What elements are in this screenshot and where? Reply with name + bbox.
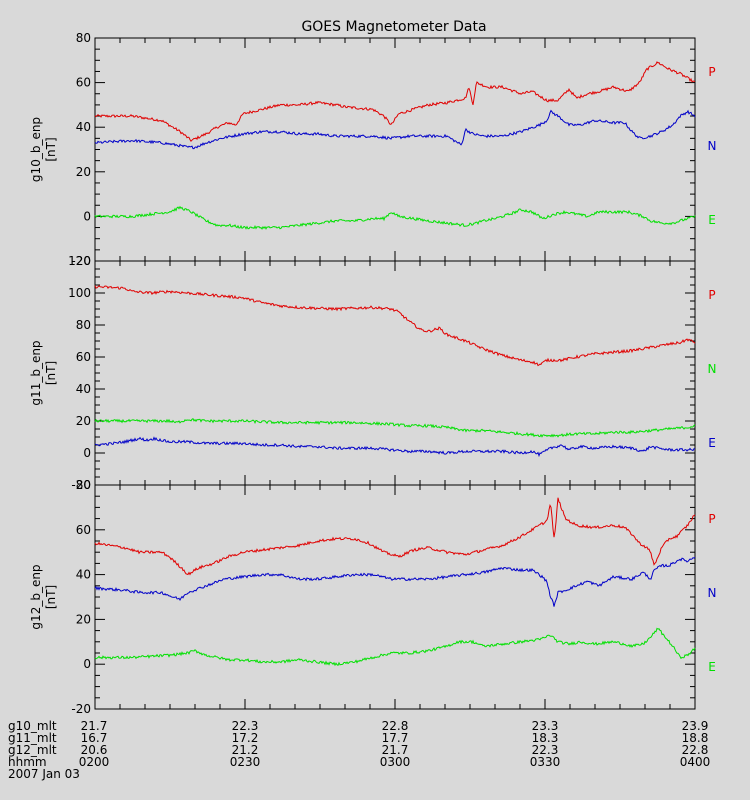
series-line-g12-P [94,497,696,576]
y-tick-label: 0 [83,657,91,671]
y-tick-label: 80 [76,478,91,492]
x-tick-label: 22.8 [382,719,409,733]
y-tick-label: 40 [76,568,91,582]
panel-g10: -20 0 20 40 60 80 g10_b_enp [nT] P N E [29,31,716,268]
x-tick-label: 16.7 [81,731,108,745]
date-label: 2007 Jan 03 [8,767,80,781]
y-tick-label: 100 [68,286,91,300]
x-tick-label: 0400 [680,755,711,769]
y-tick-label: 60 [76,76,91,90]
x-tick-label: 17.7 [382,731,409,745]
panel-g11: -20 0 20 40 60 80 100 120 g11_b_enp [nT] P N E [29,254,716,492]
y-units-label: [nT] [44,361,58,385]
x-row-label: hhmm [8,755,47,769]
x-tick-label: 18.3 [532,731,559,745]
x-row-label: g12_mlt [8,743,57,757]
x-tick-label: 20.6 [81,743,108,757]
y-tick-label: 0 [83,446,91,460]
legend-label-g12-1: N [708,586,717,600]
x-tick-label: 21.2 [232,743,259,757]
panel-g12: -20 0 20 40 60 80 g12_b_enp [nT] P N E [29,478,716,716]
y-tick-label: 20 [76,414,91,428]
legend-label-g11-0: P [708,288,715,302]
x-tick-label: 23.3 [532,719,559,733]
y-axis-label: g12_b_enp [29,564,43,629]
x-tick-label: 18.8 [682,731,709,745]
legend-label-g12-0: P [708,512,715,526]
y-tick-label: 60 [76,350,91,364]
y-tick-label: 80 [76,318,91,332]
y-axis-label: g11_b_enp [29,340,43,405]
legend-label-g10-2: E [708,213,716,227]
legend-label-g11-2: E [708,436,716,450]
panel-frame [94,484,696,710]
x-tick-label: 0300 [380,755,411,769]
series-line-g12-E [94,627,696,667]
y-tick-label: 20 [76,612,91,626]
legend-label-g12-2: E [708,660,716,674]
series-line-g12-N [94,556,696,607]
x-tick-label: 21.7 [382,743,409,757]
y-tick-label: 0 [83,209,91,223]
x-tick-label: 22.8 [682,743,709,757]
y-tick-label: -20 [71,254,91,268]
y-tick-label: 60 [76,523,91,537]
series-line-g11-N [94,417,696,438]
y-units-label: [nT] [44,585,58,609]
x-tick-label: 22.3 [232,719,259,733]
y-tick-label: 120 [68,254,91,268]
y-tick-label: -20 [71,702,91,716]
y-tick-label: -20 [71,478,91,492]
y-tick-label: 80 [76,31,91,45]
series-line-g10-P [94,61,696,143]
y-axis-label: g10_b_enp [29,117,43,182]
x-row-label: g10_mlt [8,719,57,733]
y-tick-label: 40 [76,120,91,134]
series-line-g11-E [94,436,696,458]
x-tick-label: 0200 [79,755,110,769]
legend-label-g10-0: P [708,65,715,79]
legend-label-g10-1: N [708,139,717,153]
x-tick-label: 22.3 [532,743,559,757]
x-tick-label: 17.2 [232,731,259,745]
y-tick-label: 40 [76,382,91,396]
x-tick-label: 21.7 [81,719,108,733]
panel-frame [94,260,696,486]
x-tick-label: 0230 [230,755,261,769]
y-units-label: [nT] [44,137,58,161]
y-tick-label: 20 [76,165,91,179]
x-tick-label: 0330 [530,755,561,769]
series-line-g10-E [94,205,696,230]
x-axis-labels: g10_mlt 21.7 22.3 22.8 23.3 23.9 g11_mlt 16.7 17… [8,719,710,769]
x-tick-label: 23.9 [682,719,709,733]
series-line-g10-N [94,109,696,150]
panel-frame [94,37,696,262]
series-line-g11-P [94,285,696,367]
legend-label-g11-1: N [708,362,717,376]
x-row-label: g11_mlt [8,731,57,745]
chart-title: GOES Magnetometer Data [301,19,486,35]
